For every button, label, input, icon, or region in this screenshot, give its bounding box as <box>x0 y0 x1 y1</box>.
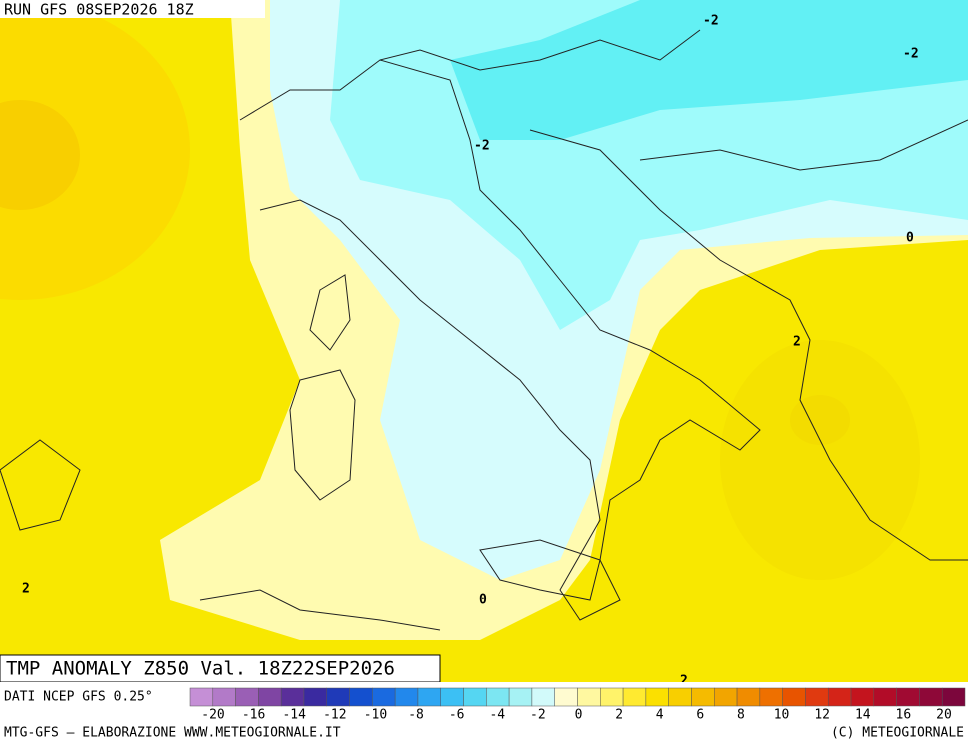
scale-label: 12 <box>814 708 830 723</box>
contour-label: 2 <box>680 674 688 689</box>
scale-label: -4 <box>489 708 505 723</box>
contour-label: -2 <box>474 139 490 154</box>
color-swatch <box>326 687 350 707</box>
color-swatch <box>668 687 692 707</box>
scale-label: -2 <box>530 708 546 723</box>
color-swatch <box>417 687 441 707</box>
color-swatch <box>554 687 578 707</box>
color-swatch <box>691 687 715 707</box>
footer-right: (C) METEOGIORNALE <box>831 726 964 741</box>
color-swatch <box>508 687 533 707</box>
color-swatch <box>440 687 464 707</box>
color-swatch <box>280 687 305 707</box>
source-label: DATI NCEP GFS 0.25° <box>4 690 153 705</box>
color-swatch <box>531 687 555 707</box>
scale-label: 16 <box>896 708 912 723</box>
color-swatch <box>714 687 738 707</box>
color-swatch <box>645 687 669 707</box>
coastlines <box>0 29 968 631</box>
map-title: TMP ANOMALY Z850 Val. 18Z22SEP2026 <box>6 658 395 680</box>
scale-label: -14 <box>282 708 306 723</box>
scale-label: 20 <box>936 708 952 723</box>
color-swatch <box>873 687 897 707</box>
scale-label: 2 <box>615 708 623 723</box>
scale-label: -16 <box>242 708 265 723</box>
scale-label: -12 <box>323 708 346 723</box>
color-swatch <box>805 687 829 707</box>
color-swatch <box>486 687 510 707</box>
color-swatch <box>189 687 214 707</box>
scale-label: -20 <box>201 708 224 723</box>
scale-label: 10 <box>774 708 790 723</box>
color-swatch <box>394 687 419 707</box>
contour-label: 2 <box>22 582 30 597</box>
scale-label: 0 <box>575 708 583 723</box>
color-swatch <box>759 687 783 707</box>
warm-anomaly-core <box>790 395 850 445</box>
color-swatch <box>850 687 875 707</box>
scale-label: -8 <box>408 708 424 723</box>
color-swatch <box>919 687 943 707</box>
color-swatch <box>372 687 396 707</box>
scale-label: 4 <box>656 708 664 723</box>
color-swatch <box>349 687 373 707</box>
cold-anomaly-core <box>450 0 968 140</box>
color-swatch <box>600 687 624 707</box>
contour-label: -2 <box>703 14 719 29</box>
scale-label: 8 <box>737 708 745 723</box>
warm-anomaly-area <box>720 340 920 580</box>
run-label: RUN GFS 08SEP2026 18Z <box>4 1 194 19</box>
contour-label: 0 <box>906 231 914 246</box>
color-swatch <box>896 687 920 707</box>
color-swatch <box>303 687 328 707</box>
color-swatch <box>827 687 852 707</box>
color-swatch <box>941 687 966 707</box>
title-box <box>0 654 441 683</box>
color-swatch <box>258 687 282 707</box>
color-swatch <box>782 687 806 707</box>
color-swatch <box>463 687 487 707</box>
scale-label: 6 <box>696 708 704 723</box>
color-swatch <box>736 687 761 707</box>
scale-label: 14 <box>855 708 871 723</box>
warm-anomaly-core <box>0 100 80 210</box>
color-swatch <box>577 687 601 707</box>
color-swatch <box>235 687 259 707</box>
contour-label: 2 <box>793 335 801 350</box>
contour-label: 0 <box>479 593 487 608</box>
contour-label: -2 <box>903 47 919 62</box>
contour-labels: -2 -2 -2 0 2 0 2 2 <box>22 14 919 689</box>
color-swatch <box>622 687 647 707</box>
footer-left: MTG-GFS — ELABORAZIONE WWW.METEOGIORNALE… <box>4 726 341 741</box>
color-swatch <box>212 687 236 707</box>
warm-anomaly-area <box>0 0 190 300</box>
scale-label: -6 <box>449 708 465 723</box>
scale-label: -10 <box>364 708 387 723</box>
color-scale: -20 -16 -14 -12 -10 -8 -6 -4 -2 0 2 4 6 8 10 12 14 16 20 <box>189 687 966 723</box>
run-label-box <box>0 0 265 18</box>
